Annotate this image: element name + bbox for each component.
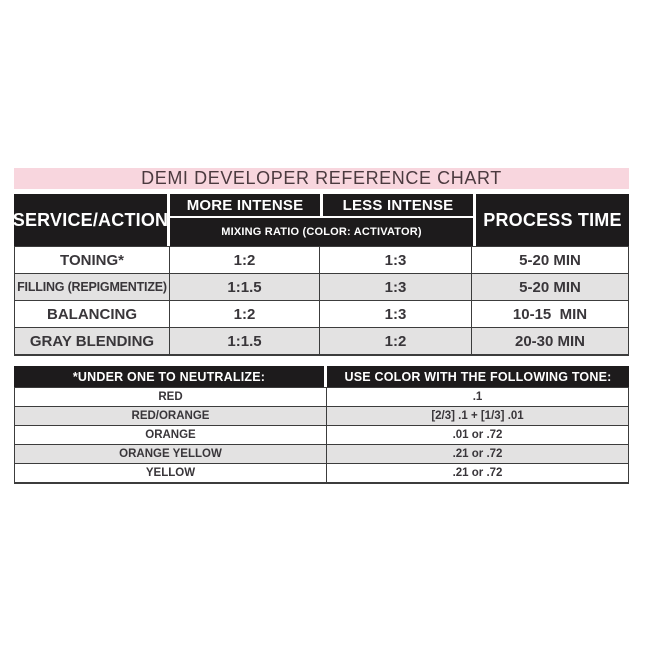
table-row: GRAY BLENDING 1:1.5 1:2 20-30 MIN [15,327,628,354]
less-intense-cell: 1:3 [319,274,471,300]
less-intense-cell: 1:3 [319,301,471,327]
developer-table-body: TONING* 1:2 1:3 5-20 MIN FILLING (REPIGM… [14,246,629,356]
more-intense-cell: 1:2 [169,301,319,327]
col-header-mixing-ratio: MIXING RATIO (COLOR: ACTIVATOR) [170,218,473,246]
col-header-less-intense: LESS INTENSE [323,194,473,216]
process-time-cell: 10-15 MIN [471,301,628,327]
more-intense-cell: 1:1.5 [169,274,319,300]
process-time-cell: 5-20 MIN [471,274,628,300]
less-intense-cell: 1:2 [319,328,471,354]
more-intense-cell: 1:1.5 [169,328,319,354]
formula-cell: .1 [326,388,628,406]
tone-cell: YELLOW [145,467,196,479]
neutralize-table: *UNDER ONE TO NEUTRALIZE: USE COLOR WITH… [14,366,629,484]
more-intense-cell: 1:2 [169,247,319,273]
tone-cell: ORANGE YELLOW [119,448,222,460]
col-header-more-intense: MORE INTENSE [170,194,320,216]
intensity-header-group: MORE INTENSE LESS INTENSE MIXING RATIO (… [170,194,473,246]
intensity-header-row: MORE INTENSE LESS INTENSE [170,194,473,216]
table-row: TONING* 1:2 1:3 5-20 MIN [15,246,628,273]
formula-cell: .21 or .72 [326,464,628,482]
developer-table-header: SERVICE/ACTION MORE INTENSE LESS INTENSE… [13,194,629,246]
process-time-cell: 20-30 MIN [471,328,628,354]
col-header-service-action: SERVICE/ACTION [13,194,168,246]
col-header-use-color-with-tone: USE COLOR WITH THE FOLLOWING TONE: [327,366,629,387]
col-header-process-time: PROCESS TIME [476,194,629,246]
table-row: ORANGE .01 or .72 [15,425,628,444]
tone-cell: ORANGE [145,429,196,441]
formula-cell: .21 or .72 [326,445,628,463]
chart-title-bar: DEMI DEVELOPER REFERENCE CHART [14,168,629,189]
service-cell: BALANCING [47,305,137,323]
table-row: BALANCING 1:2 1:3 10-15 MIN [15,300,628,327]
chart-title: DEMI DEVELOPER REFERENCE CHART [141,168,502,188]
neutralize-table-header: *UNDER ONE TO NEUTRALIZE: USE COLOR WITH… [14,366,629,387]
table-row: FILLING (REPIGMENTIZE) 1:1.5 1:3 5-20 MI… [15,273,628,300]
developer-table: SERVICE/ACTION MORE INTENSE LESS INTENSE… [13,194,629,356]
table-row: YELLOW .21 or .72 [15,463,628,482]
table-row: RED .1 [15,387,628,406]
col-header-under-one-to-neutralize: *UNDER ONE TO NEUTRALIZE: [14,366,324,387]
tone-cell: RED [158,391,183,403]
service-cell: FILLING (REPIGMENTIZE) [17,280,167,294]
process-time-cell: 5-20 MIN [471,247,628,273]
demi-developer-reference-chart: DEMI DEVELOPER REFERENCE CHART SERVICE/A… [13,168,629,484]
table-row: ORANGE YELLOW .21 or .72 [15,444,628,463]
neutralize-table-body: RED .1 RED/ORANGE [2/3] .1 + [1/3] .01 O… [14,387,629,484]
less-intense-cell: 1:3 [319,247,471,273]
service-cell: GRAY BLENDING [29,332,155,350]
tone-cell: RED/ORANGE [131,410,210,422]
formula-cell: [2/3] .1 + [1/3] .01 [326,407,628,425]
service-cell: TONING* [60,251,124,269]
formula-cell: .01 or .72 [326,426,628,444]
table-row: RED/ORANGE [2/3] .1 + [1/3] .01 [15,406,628,425]
